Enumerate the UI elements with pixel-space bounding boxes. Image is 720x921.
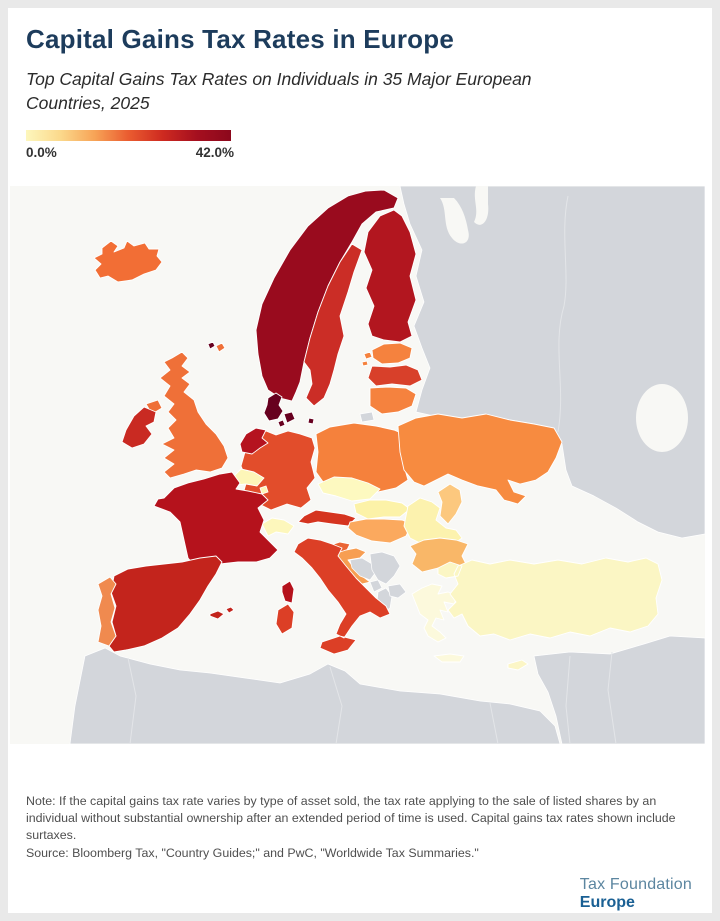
note-text: Note: If the capital gains tax rate vari… bbox=[26, 794, 676, 843]
region-montenegro bbox=[369, 579, 383, 593]
region-serbia bbox=[369, 551, 401, 585]
country-greece[interactable] bbox=[411, 583, 465, 663]
logo-line-europe: Europe bbox=[579, 893, 635, 911]
country-luxembourg[interactable] bbox=[259, 485, 269, 495]
country-iceland[interactable] bbox=[93, 240, 163, 283]
region-north-africa bbox=[69, 647, 561, 745]
region-levant-middle-east bbox=[533, 635, 705, 745]
country-germany[interactable] bbox=[240, 430, 316, 511]
nodata-border-lines bbox=[127, 196, 617, 745]
country-hungary[interactable] bbox=[347, 518, 413, 544]
country-slovakia[interactable] bbox=[353, 499, 411, 520]
map-container bbox=[10, 186, 705, 745]
country-finland[interactable] bbox=[363, 209, 417, 343]
country-cyprus[interactable] bbox=[507, 659, 529, 671]
footer: Note: If the capital gains tax rate vari… bbox=[26, 793, 694, 911]
country-romania[interactable] bbox=[403, 497, 463, 547]
country-lithuania[interactable] bbox=[369, 386, 417, 415]
country-ukraine[interactable] bbox=[397, 413, 563, 505]
page-subtitle: Top Capital Gains Tax Rates on Individua… bbox=[26, 69, 532, 113]
country-latvia[interactable] bbox=[367, 364, 423, 387]
country-france[interactable] bbox=[153, 471, 295, 604]
country-portugal[interactable] bbox=[97, 576, 117, 647]
page-title: Capital Gains Tax Rates in Europe bbox=[26, 24, 455, 54]
country-turkey[interactable] bbox=[437, 557, 663, 641]
caspian-sea bbox=[636, 384, 688, 453]
logo-line-tax-foundation: Tax Foundation bbox=[579, 875, 692, 893]
country-moldova[interactable] bbox=[437, 483, 463, 525]
europe-choropleth-map bbox=[10, 186, 705, 745]
region-bosnia bbox=[349, 557, 377, 581]
tax-foundation-europe-logo: Tax Foundation Europe bbox=[580, 876, 692, 912]
white-sea bbox=[440, 198, 469, 244]
legend-gradient-bar bbox=[26, 130, 231, 142]
country-ireland[interactable] bbox=[121, 406, 157, 449]
country-czechia[interactable] bbox=[317, 476, 381, 502]
country-denmark[interactable] bbox=[207, 341, 315, 428]
region-kaliningrad bbox=[359, 411, 375, 423]
country-italy[interactable] bbox=[275, 537, 391, 655]
source-text: Source: Bloomberg Tax, "Country Guides;"… bbox=[26, 845, 479, 860]
country-sweden[interactable] bbox=[303, 243, 363, 407]
legend-min-label: 0.0% bbox=[26, 145, 57, 161]
color-scale-legend: 0.0% 42.0% bbox=[26, 130, 234, 160]
country-netherlands[interactable] bbox=[239, 427, 269, 455]
infographic-card: Capital Gains Tax Rates in Europe Top Ca… bbox=[8, 8, 712, 913]
barents-inlet bbox=[474, 186, 489, 226]
region-north-macedonia bbox=[387, 583, 407, 599]
country-uk[interactable] bbox=[145, 342, 229, 479]
country-estonia[interactable] bbox=[361, 342, 413, 367]
country-switzerland[interactable] bbox=[261, 517, 295, 537]
country-austria[interactable] bbox=[297, 509, 357, 527]
legend-max-label: 42.0% bbox=[195, 145, 234, 161]
country-poland[interactable] bbox=[315, 422, 411, 495]
